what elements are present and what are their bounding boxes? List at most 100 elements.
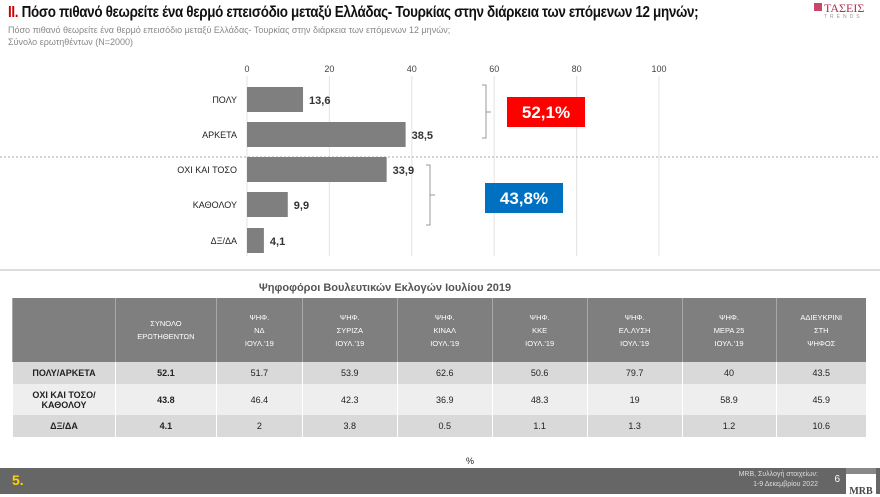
column-header-line: ΙΟΥΛ.'19 bbox=[620, 338, 650, 348]
column-header: ΨΗΦ. ΚΚΕ ΙΟΥΛ.'19 bbox=[491, 298, 588, 362]
data-label: 33,9 bbox=[393, 165, 414, 177]
column-header-line: ΨΗΦΟΣ bbox=[807, 338, 836, 348]
column-header-line: ΕΡΩΤΗΘΕΝΤΩΝ bbox=[137, 332, 195, 341]
subtitle: Πόσο πιθανό θεωρείτε ένα θερμό επεισόδιο… bbox=[8, 25, 451, 35]
column-header-line: ΨΗΦ. bbox=[624, 312, 645, 322]
column-header: ΑΔΙΕΥΚΡΙΝΙ ΣΤΗ ΨΗΦΟΣ bbox=[775, 298, 866, 362]
taseis-logo: ΤΑΣΕΙΣ TRENDS bbox=[814, 1, 872, 22]
bar bbox=[247, 192, 288, 217]
category-label: ΑΡΚΕΤΑ bbox=[202, 130, 237, 140]
column-header-line: ΨΗΦ. bbox=[249, 312, 270, 322]
cell: 2 bbox=[215, 415, 303, 437]
column-header-line: ΕΛ.ΛΥΣΗ bbox=[618, 325, 651, 335]
data-label: 13,6 bbox=[309, 95, 330, 107]
bar-chart: 0 20 40 60 80 100 ΠΟΛΥ 13,6 ΑΡΚΕΤΑ 38,5 ΟΧΙ ΚΑΙ ΤΟ… bbox=[0, 64, 880, 271]
cell: 52.1 bbox=[114, 362, 217, 384]
table-row: ΠΟΛΥ/ΑΡΚΕΤΑ 52.1 51.7 53.9 62.6 50.6 79.7 40 43.… bbox=[12, 362, 866, 384]
column-header-line: ΙΟΥΛ.'19 bbox=[525, 338, 555, 348]
column-header bbox=[12, 298, 116, 362]
crosstab-table: ΣΥΝΟΛΟ ΕΡΩΤΗΘΕΝΤΩΝ ΨΗΦ. ΝΔ ΙΟΥΛ.'19 ΨΗΦ. ΣΥΡΙΖ… bbox=[12, 298, 866, 437]
column-header-line: ΙΟΥΛ.'19 bbox=[714, 338, 744, 348]
cell: 1.1 bbox=[491, 415, 588, 437]
column-header-line: ΨΗΦ. bbox=[529, 312, 550, 322]
cell: 4.1 bbox=[114, 415, 217, 437]
cell: 58.9 bbox=[681, 384, 777, 415]
x-tick-label: 0 bbox=[244, 64, 249, 74]
cell: 36.9 bbox=[396, 384, 493, 415]
bracket bbox=[482, 84, 491, 139]
x-tick-label: 100 bbox=[651, 64, 666, 74]
cell: 45.9 bbox=[775, 384, 866, 415]
x-tick-label: 60 bbox=[489, 64, 499, 74]
sample-note: Σύνολο ερωτηθέντων (N=2000) bbox=[8, 37, 134, 47]
column-header-line: ΑΔΙΕΥΚΡΙΝΙ bbox=[800, 312, 843, 322]
column-header: ΨΗΦ. ΕΛ.ΛΥΣΗ ΙΟΥΛ.'19 bbox=[586, 298, 683, 362]
cell: 51.7 bbox=[215, 362, 303, 384]
data-label: 38,5 bbox=[412, 130, 433, 142]
category-label: ΚΑΘΟΛΟΥ bbox=[193, 200, 237, 210]
unit-label: % bbox=[465, 456, 474, 466]
column-header: ΨΗΦ. ΣΥΡΙΖΑ ΙΟΥΛ.'19 bbox=[301, 298, 398, 362]
column-header: ΨΗΦ. ΝΔ ΙΟΥΛ.'19 bbox=[215, 298, 303, 362]
column-header-line: ΨΗΦ. bbox=[339, 312, 360, 322]
cell: 1.3 bbox=[586, 415, 683, 437]
column-header-line: ΨΗΦ. bbox=[719, 312, 739, 322]
column-header-line: ΙΟΥΛ.'19 bbox=[430, 338, 460, 348]
cell: 19 bbox=[586, 384, 683, 415]
x-tick-label: 80 bbox=[572, 64, 582, 74]
cell: 43.5 bbox=[775, 362, 866, 384]
column-header-line: ΣΥΝΟΛΟ bbox=[150, 319, 182, 328]
category-label: ΔΞ/ΔΑ bbox=[211, 236, 237, 246]
cell: 42.3 bbox=[301, 384, 398, 415]
cell: 0.5 bbox=[396, 415, 493, 437]
row-label: ΟΧΙ ΚΑΙ ΤΟΣΟ/ΚΑΘΟΛΟΥ bbox=[12, 384, 116, 415]
data-label: 9,9 bbox=[294, 200, 309, 212]
column-header-line: ΜΕΡΑ 25 bbox=[713, 325, 745, 335]
bar bbox=[247, 228, 264, 253]
cell: 48.3 bbox=[491, 384, 588, 415]
cell: 62.6 bbox=[396, 362, 493, 384]
column-header-line: ΚΙΝΑΛ bbox=[433, 325, 456, 335]
row-label: ΔΞ/ΔΑ bbox=[12, 415, 116, 437]
section-number: 5. bbox=[12, 472, 24, 488]
column-header-line: ΙΟΥΛ.'19 bbox=[335, 338, 365, 348]
table-title: Ψηφοφόροι Βουλευτικών Εκλογών Ιουλίου 20… bbox=[258, 282, 512, 294]
bracket bbox=[426, 164, 435, 226]
column-header-line: ΣΤΗ bbox=[813, 325, 829, 335]
total-label: 43,8% bbox=[500, 189, 548, 208]
source-note: MRB, Συλλογή στοιχείων: 1-9 Δεκεμβρίου 20… bbox=[738, 471, 818, 488]
column-header: ΨΗΦ. ΜΕΡΑ 25 ΙΟΥΛ.'19 bbox=[681, 298, 777, 362]
cell: 46.4 bbox=[215, 384, 303, 415]
mrb-logo: MRB bbox=[846, 468, 876, 497]
column-header-line: ΚΚΕ bbox=[532, 325, 548, 335]
total-label: 52,1% bbox=[522, 103, 570, 122]
total-badge bbox=[507, 97, 585, 127]
column-header: ΨΗΦ. ΚΙΝΑΛ ΙΟΥΛ.'19 bbox=[396, 298, 493, 362]
column-header-line: ΝΔ bbox=[254, 325, 265, 335]
table-row: ΟΧΙ ΚΑΙ ΤΟΣΟ/ΚΑΘΟΛΟΥ 43.8 46.4 42.3 36.9 48.3… bbox=[12, 384, 866, 415]
x-tick-label: 20 bbox=[324, 64, 334, 74]
column-header: ΣΥΝΟΛΟ ΕΡΩΤΗΘΕΝΤΩΝ bbox=[114, 298, 217, 362]
cell: 53.9 bbox=[301, 362, 398, 384]
table-row: ΔΞ/ΔΑ 4.1 2 3.8 0.5 1.1 1.3 1.2 10.6 bbox=[12, 415, 866, 437]
x-tick-label: 40 bbox=[407, 64, 417, 74]
column-header-line: ΣΥΡΙΖΑ bbox=[336, 325, 363, 335]
row-label: ΠΟΛΥ/ΑΡΚΕΤΑ bbox=[12, 362, 116, 384]
cell: 10.6 bbox=[775, 415, 866, 437]
data-label: 4,1 bbox=[270, 236, 285, 248]
cell: 43.8 bbox=[114, 384, 217, 415]
page-title: II. Πόσο πιθανό θεωρείτε ένα θερμό επεισ… bbox=[8, 4, 699, 21]
bar bbox=[247, 87, 304, 112]
column-header-line: ΨΗΦ. bbox=[434, 312, 455, 322]
bar bbox=[247, 122, 406, 147]
cell: 50.6 bbox=[491, 362, 588, 384]
cell: 3.8 bbox=[301, 415, 398, 437]
cell: 40 bbox=[681, 362, 777, 384]
category-label: ΠΟΛΥ bbox=[212, 95, 237, 105]
category-label: ΟΧΙ ΚΑΙ ΤΟΣΟ bbox=[177, 165, 237, 175]
total-badge bbox=[485, 183, 563, 213]
cell: 1.2 bbox=[681, 415, 777, 437]
page-number: 6 bbox=[834, 474, 840, 485]
cell: 79.7 bbox=[586, 362, 683, 384]
column-header-line: ΙΟΥΛ.'19 bbox=[244, 338, 274, 348]
